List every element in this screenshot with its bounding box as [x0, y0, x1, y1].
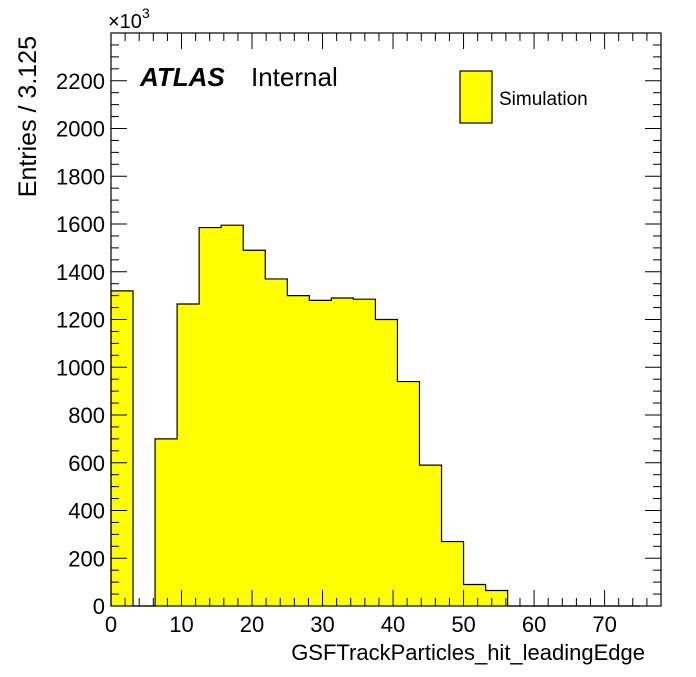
y-tick-label: 2200 [56, 69, 105, 94]
histogram-bar [309, 300, 332, 606]
legend-label: Simulation [499, 89, 588, 110]
histogram-bar [397, 381, 420, 606]
bars-layer [110, 224, 640, 607]
atlas-label: ATLAS [139, 62, 225, 92]
histogram-bar [331, 298, 354, 606]
x-tick-label: 70 [592, 612, 616, 637]
histogram-bar [221, 225, 244, 606]
legend: Simulation [459, 70, 588, 124]
histogram-bar [155, 438, 178, 606]
x-tick-label: 60 [522, 612, 546, 637]
histogram-bar [485, 590, 508, 606]
histogram-bar [243, 250, 266, 606]
histogram-bar [111, 290, 134, 606]
histogram-outline [110, 224, 640, 607]
atlas-internal-label: Internal [251, 62, 338, 92]
y-multiplier: ×103 [108, 5, 150, 33]
y-tick-label: 0 [93, 594, 105, 619]
histogram-bar [441, 541, 464, 606]
y-tick-label: 1600 [56, 212, 105, 237]
histogram-bar [375, 319, 398, 606]
x-tick-label: 50 [451, 612, 475, 637]
ticks-layer [110, 32, 662, 607]
legend-swatch [459, 70, 493, 124]
x-tick-label: 0 [105, 612, 117, 637]
y-tick-label: 1400 [56, 260, 105, 285]
y-tick-label: 1000 [56, 355, 105, 380]
histogram-bar [265, 278, 288, 606]
x-tick-label: 30 [310, 612, 334, 637]
y-tick-label: 600 [68, 451, 105, 476]
histogram-bar [353, 299, 376, 606]
histogram-bar [419, 465, 442, 606]
y-axis-label: Entries / 3.125 [14, 36, 42, 197]
histogram-bar [177, 303, 200, 606]
x-tick-label: 40 [381, 612, 405, 637]
histogram-bar [287, 295, 310, 606]
y-tick-label: 800 [68, 403, 105, 428]
x-axis-label: GSFTrackParticles_hit_leadingEdge [291, 640, 645, 665]
y-tick-label: 200 [68, 546, 105, 571]
y-tick-label: 400 [68, 499, 105, 524]
x-tick-label: 10 [169, 612, 193, 637]
x-tick-label: 20 [240, 612, 264, 637]
y-tick-label: 2000 [56, 117, 105, 142]
text-layer: 0200400600800100012001400160018002000220… [14, 5, 645, 665]
y-tick-label: 1200 [56, 308, 105, 333]
y-tick-label: 1800 [56, 164, 105, 189]
histogram-bar [463, 584, 486, 606]
histogram-bar [199, 227, 222, 607]
